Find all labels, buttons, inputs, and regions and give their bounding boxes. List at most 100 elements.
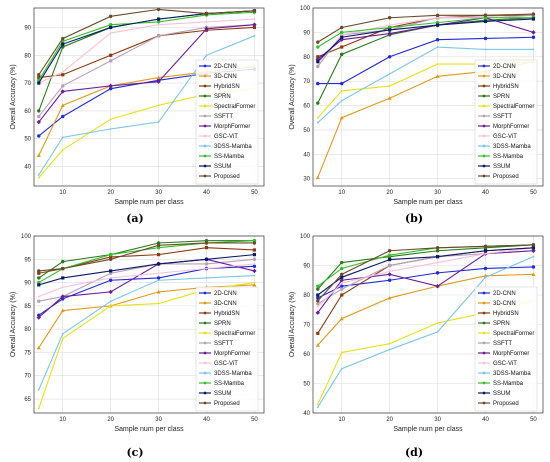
legend-entry: SpectralFormer [214, 104, 255, 110]
x-axis-label: Sample num per class [393, 426, 463, 433]
data-point [435, 283, 440, 289]
y-tick-label: 60 [303, 104, 310, 110]
legend-marker [203, 74, 207, 78]
legend-entry: 2D-CNN [214, 64, 237, 70]
y-tick-label: 65 [24, 397, 31, 403]
y-tick-label: 70 [303, 323, 310, 329]
legend-entry: 3DSS-Mamba [214, 371, 252, 377]
data-point [37, 271, 41, 275]
legend-marker [482, 371, 486, 375]
data-point [156, 79, 161, 84]
data-point [316, 287, 320, 291]
legend-marker [482, 144, 486, 148]
y-tick-label: 40 [24, 165, 31, 171]
data-point [252, 257, 257, 261]
data-point [340, 52, 344, 57]
plot-frame [312, 7, 544, 187]
y-tick-label: 50 [303, 382, 310, 388]
legend-marker [482, 154, 486, 158]
legend-entry: SSUM [214, 391, 231, 397]
legend-entry: 2D-CNN [493, 64, 516, 70]
data-point [388, 258, 392, 262]
data-point [37, 81, 41, 85]
data-point [204, 11, 209, 16]
data-point [316, 302, 320, 306]
series-line [38, 18, 255, 84]
data-point [531, 35, 536, 39]
y-tick-label: 90 [303, 30, 310, 36]
y-tick-label: 85 [24, 304, 31, 310]
legend-marker [203, 301, 207, 305]
data-point [156, 241, 161, 245]
x-tick-label: 20 [107, 190, 114, 196]
data-point [436, 46, 439, 48]
legend-entry: SpectralFormer [214, 331, 255, 337]
legend-marker [203, 124, 207, 128]
data-point [252, 241, 257, 245]
data-point [253, 34, 256, 37]
x-tick-label: 30 [155, 417, 162, 423]
data-point [37, 283, 41, 287]
data-point [252, 268, 257, 274]
data-point [157, 279, 160, 282]
y-axis-label: Overall Accuracy (%) [289, 64, 296, 129]
data-point [340, 260, 344, 265]
data-point [60, 308, 65, 313]
legend-entry: GSC-ViT [214, 361, 238, 367]
data-point [339, 316, 344, 321]
data-point [252, 9, 257, 13]
legend-marker [482, 291, 486, 295]
data-point [435, 13, 440, 18]
data-point [108, 252, 113, 257]
legend-marker [482, 124, 486, 128]
data-point [61, 136, 64, 139]
x-tick-label: 40 [203, 417, 210, 423]
data-point [109, 277, 112, 279]
data-point [315, 310, 320, 315]
data-point [156, 262, 161, 266]
series-line [317, 13, 534, 43]
data-point [61, 259, 65, 264]
data-point [157, 104, 160, 107]
series-line [317, 36, 534, 85]
series-line [38, 258, 255, 302]
series-proposed [37, 7, 257, 77]
legend-marker [482, 74, 486, 78]
data-point [340, 272, 344, 277]
data-point [156, 75, 161, 80]
data-point [340, 45, 344, 49]
legend-entry: HybridSN [493, 84, 519, 90]
series-line [317, 18, 534, 63]
y-tick-label: 100 [300, 6, 311, 12]
data-point [531, 30, 536, 35]
data-point [205, 267, 208, 270]
series-line [38, 254, 255, 286]
data-point [387, 253, 392, 257]
legend-entry: 3D-CNN [214, 301, 237, 307]
legend-box [474, 286, 538, 412]
legend-marker [482, 164, 486, 168]
series-gsc-vit [37, 18, 256, 84]
legend-entry: MorphFormer [493, 124, 529, 130]
legend: 2D-CNN 3D-CNN HybridSN SPRN SpectralFormer SS… [474, 286, 538, 412]
legend-marker [203, 321, 207, 325]
data-point [316, 60, 320, 64]
data-point [483, 36, 488, 41]
data-point [340, 35, 344, 39]
data-point [435, 37, 440, 42]
y-tick-label: 70 [24, 374, 31, 380]
data-point [531, 246, 536, 250]
x-tick-label: 30 [155, 190, 162, 196]
data-point [340, 266, 344, 271]
data-point [37, 176, 40, 179]
data-point [109, 118, 112, 121]
legend-marker [203, 311, 207, 315]
x-tick-label: 30 [434, 190, 441, 196]
legend-marker [203, 114, 207, 118]
y-tick-label: 60 [24, 109, 31, 115]
data-point [253, 263, 256, 265]
legend-entry: 3DSS-Mamba [493, 144, 531, 150]
series-morphformer [36, 22, 257, 125]
data-point [388, 28, 392, 32]
